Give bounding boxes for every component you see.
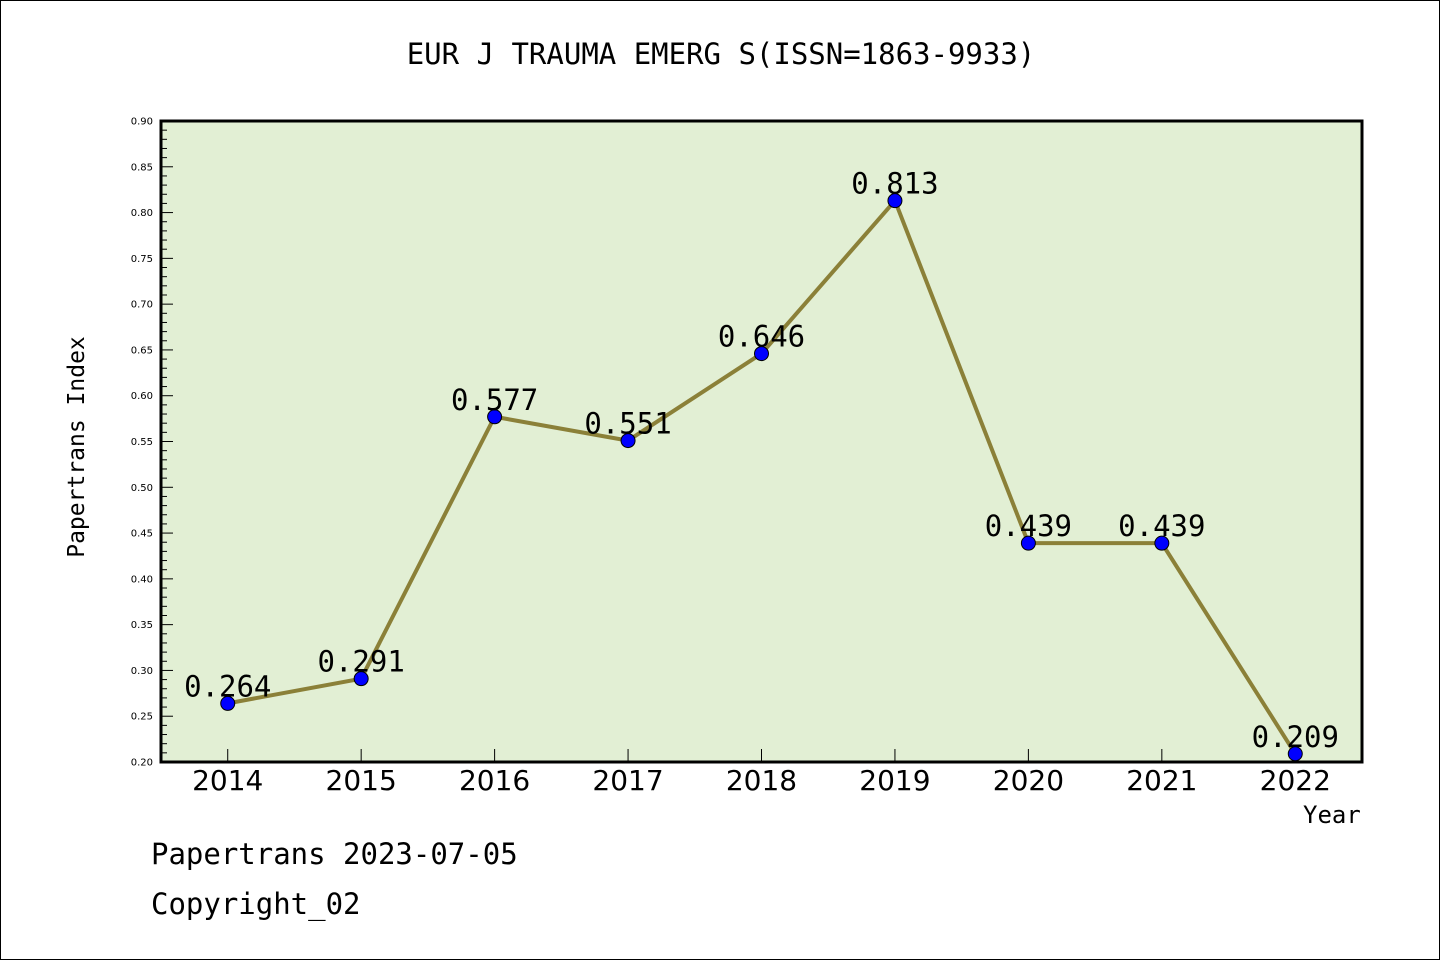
y-tick-label: 0.75 [131,254,153,265]
data-label-2016: 0.577 [451,383,538,417]
y-tick-label: 0.60 [131,391,153,402]
data-label-2018: 0.646 [718,320,805,354]
x-tick-label-2017: 2017 [592,764,663,797]
data-label-2022: 0.209 [1252,720,1339,754]
x-tick-label-2020: 2020 [993,764,1064,797]
x-tick-label-2019: 2019 [859,764,930,797]
y-tick-label: 0.85 [131,162,153,173]
y-tick-label: 0.90 [131,117,153,128]
axis-ticks: 0.20 0.25 0.30 0.35 0.40 0.45 0.50 0.55 0.60 0.65… [131,117,1331,798]
y-tick-label: 0.25 [131,712,153,723]
data-labels: 0.264 0.291 0.577 0.551 0.646 0.813 0.439 0.439… [184,167,1339,754]
data-series [220,193,1303,762]
y-axis-label: Papertrans Index [64,336,90,558]
data-point-2015 [353,671,369,687]
data-point-2017 [620,433,636,449]
x-tick-label-2015: 2015 [326,764,397,797]
data-label-2014: 0.264 [184,669,271,703]
data-point-2020 [1020,535,1036,551]
data-point-2019 [887,193,903,209]
y-tick-label: 0.35 [131,620,153,631]
plot-area [161,121,1362,762]
y-tick-label: 0.50 [131,483,153,494]
x-tick-label-2018: 2018 [726,764,797,797]
x-axis-label: Year [1303,801,1361,829]
y-tick-label: 0.40 [131,574,153,585]
data-point-2021 [1154,535,1170,551]
data-label-2020: 0.439 [985,509,1072,543]
plot-border [159,119,1364,764]
y-tick-label: 0.30 [131,666,153,677]
data-point-2016 [487,409,503,425]
chart-title: EUR J TRAUMA EMERG S(ISSN=1863-9933) [406,37,1036,71]
y-tick-label: 0.20 [131,758,153,769]
y-tick-label: 0.80 [131,208,153,219]
y-tick-label: 0.65 [131,345,153,356]
data-label-2019: 0.813 [851,167,938,201]
data-point-2018 [754,346,769,362]
y-tick-label: 0.55 [131,437,153,448]
footer-date: Papertrans 2023-07-05 [151,837,518,871]
y-tick-label: 0.45 [131,529,153,540]
x-tick-label-2021: 2021 [1126,764,1197,797]
y-tick-label: 0.70 [131,300,153,311]
x-tick-label-2014: 2014 [192,764,263,797]
data-label-2017: 0.551 [584,407,671,441]
x-tick-label-2022: 2022 [1260,764,1331,797]
x-tick-label-2016: 2016 [459,764,530,797]
footer-copyright: Copyright_02 [151,887,361,921]
data-label-2015: 0.291 [318,645,405,679]
data-point-2014 [220,695,236,711]
data-label-2021: 0.439 [1118,509,1205,543]
